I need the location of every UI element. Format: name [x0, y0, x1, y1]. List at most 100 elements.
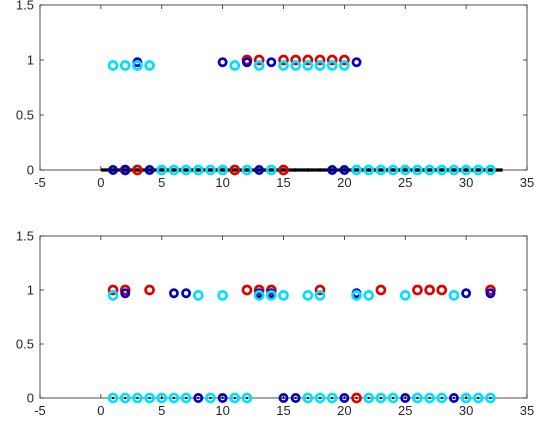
data-point: [302, 60, 314, 71]
data-point: [290, 54, 302, 66]
data-point: [363, 164, 375, 176]
data-point: [412, 392, 423, 404]
data-point: [314, 290, 326, 301]
data-point: [120, 288, 131, 299]
x-tick-label: 5: [158, 403, 165, 418]
data-point: [339, 60, 350, 71]
data-point: [379, 396, 383, 400]
data-point: [412, 284, 423, 296]
data-point: [245, 396, 249, 400]
data-point: [253, 60, 265, 71]
x-tick-label: 35: [520, 403, 534, 418]
data-point: [488, 168, 493, 172]
data-point: [119, 392, 131, 404]
data-point: [375, 392, 387, 404]
data-point: [343, 396, 346, 400]
x-tick-label: 0: [97, 403, 104, 418]
data-point: [156, 164, 168, 176]
data-point: [229, 60, 241, 71]
data-point: [172, 168, 176, 172]
data-point: [331, 396, 334, 400]
data-point: [351, 57, 362, 68]
data-point: [192, 164, 204, 176]
data-point: [318, 396, 322, 400]
data-point: [184, 168, 188, 172]
data-point: [241, 164, 253, 176]
data-point: [399, 290, 411, 301]
data-point: [351, 290, 362, 301]
data-point: [136, 396, 139, 400]
data-point: [327, 165, 338, 175]
data-point: [265, 164, 277, 176]
data-point: [220, 168, 225, 172]
data-point: [375, 164, 387, 176]
blue-series: [108, 57, 362, 175]
data-point: [265, 290, 277, 301]
data-point: [168, 392, 180, 404]
data-point: [229, 164, 241, 176]
data-point: [278, 393, 289, 403]
data-point: [424, 392, 435, 404]
data-point: [160, 168, 164, 172]
data-point: [485, 284, 496, 296]
data-point: [387, 164, 399, 176]
data-point: [440, 396, 443, 400]
data-point: [306, 168, 310, 172]
y-tick-label: 1: [27, 283, 34, 298]
data-point: [233, 168, 237, 172]
data-point: [119, 60, 131, 71]
data-point: [367, 168, 371, 172]
data-point: [436, 164, 448, 176]
data-point: [181, 288, 192, 299]
x-tick-label: -5: [34, 403, 46, 418]
data-point: [400, 393, 411, 403]
data-point: [168, 164, 180, 176]
data-point: [355, 396, 358, 400]
data-point: [351, 392, 362, 404]
data-point: [148, 396, 151, 400]
data-point: [416, 396, 419, 400]
data-point: [302, 54, 314, 66]
data-point: [144, 284, 155, 296]
data-point: [460, 164, 472, 176]
data-point: [107, 284, 119, 296]
data-point: [375, 284, 387, 296]
data-point: [339, 165, 350, 175]
data-point: [108, 165, 119, 175]
data-point: [339, 393, 350, 403]
data-point: [326, 54, 338, 66]
data-point: [197, 396, 200, 400]
data-point: [363, 290, 375, 301]
data-point: [269, 168, 274, 172]
data-point: [436, 284, 448, 296]
data-point: [111, 168, 115, 172]
data-point: [461, 288, 472, 299]
data-point: [192, 290, 204, 301]
data-point: [472, 392, 484, 404]
data-point: [132, 60, 143, 71]
data-point: [391, 168, 395, 172]
x-tick-label: 5: [158, 175, 165, 190]
data-point: [135, 168, 140, 172]
blue-series: [120, 288, 496, 403]
data-point: [290, 60, 302, 71]
data-point: [217, 57, 228, 68]
data-point: [233, 396, 236, 400]
data-point: [242, 57, 252, 68]
data-point: [460, 392, 472, 404]
data-point: [217, 164, 228, 176]
black-series: [111, 396, 492, 400]
y-tick-label: 0.5: [16, 337, 34, 352]
x-tick-label: 25: [398, 175, 412, 190]
data-point: [144, 392, 155, 404]
data-point: [412, 164, 423, 176]
data-point: [196, 168, 200, 172]
data-point: [205, 164, 216, 176]
data-point: [318, 168, 322, 172]
y-tick-label: 1: [27, 53, 34, 68]
data-point: [132, 392, 143, 404]
data-point: [168, 288, 179, 299]
